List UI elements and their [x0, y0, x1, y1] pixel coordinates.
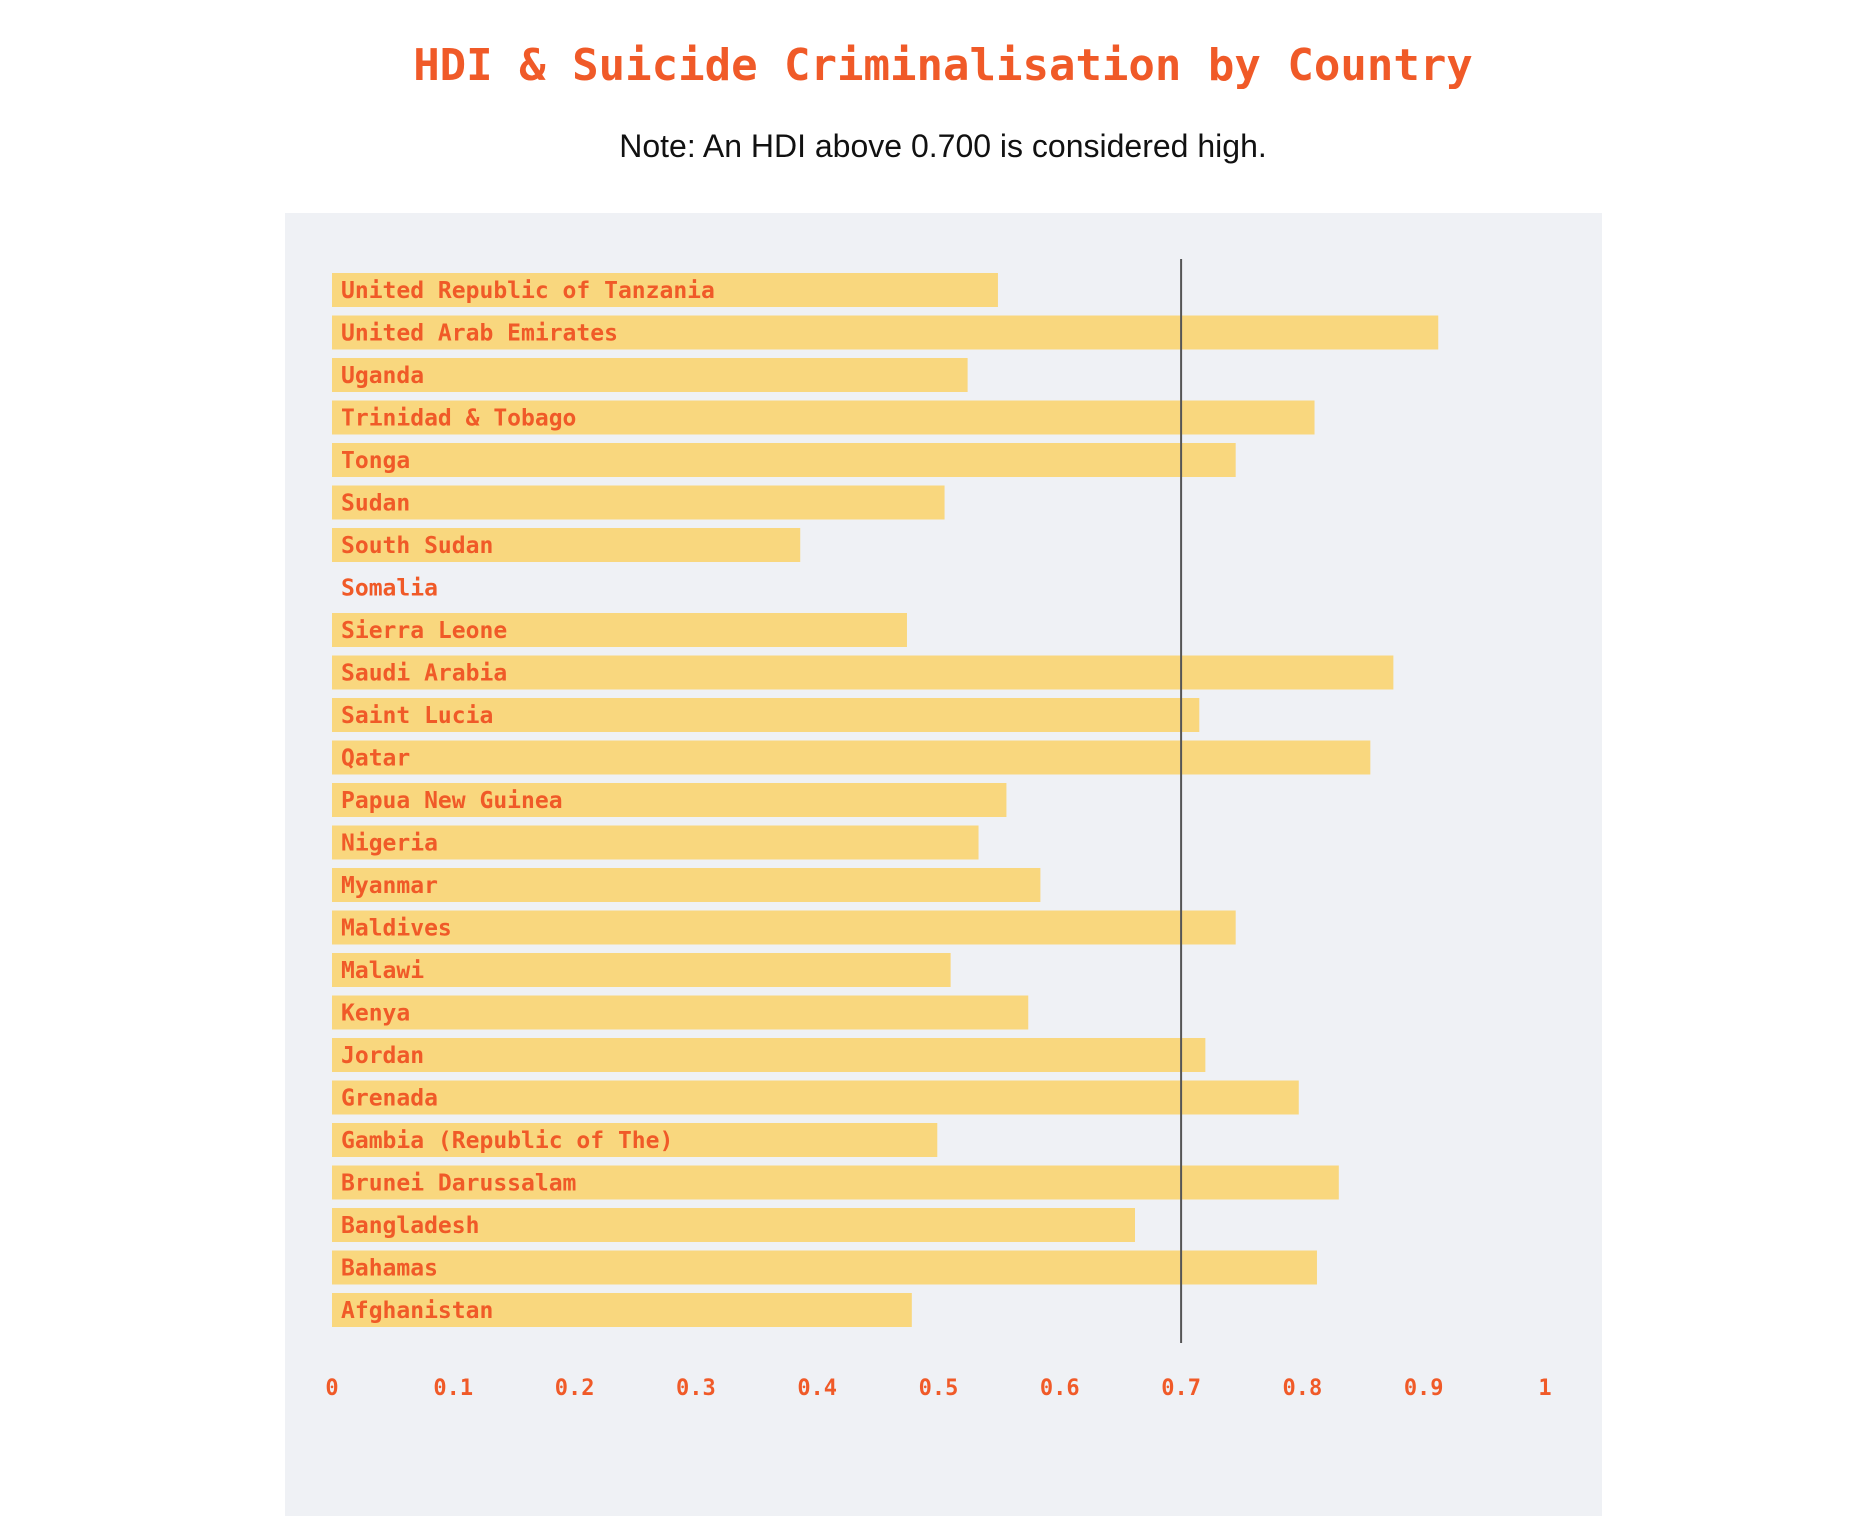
bar-uganda — [332, 358, 968, 392]
x-tick-label: 0 — [325, 1376, 338, 1401]
bar-saudi-arabia — [332, 655, 1394, 690]
bar-label-sierra-leone: Sierra Leone — [341, 618, 507, 644]
x-tick-label: 0.9 — [1404, 1376, 1444, 1401]
bar-jordan — [332, 1038, 1206, 1072]
bar-malawi — [332, 953, 951, 987]
bar-sierra-leone — [332, 613, 907, 647]
hdi-bar-chart: United Republic of Tanzania United Arab E… — [325, 259, 1552, 1401]
bar-trinidad-tobago — [332, 400, 1315, 435]
bar-label-sudan: Sudan — [341, 491, 410, 517]
bar-qatar — [332, 740, 1371, 775]
bar-grenada — [332, 1080, 1299, 1115]
bar-label-united-republic-of-tanzania: United Republic of Tanzania — [341, 278, 715, 304]
bar-papua-new-guinea — [332, 783, 1007, 817]
x-tick-label: 0.6 — [1040, 1376, 1080, 1401]
bar-bahamas — [332, 1250, 1317, 1285]
bar-label-brunei-darussalam: Brunei Darussalam — [341, 1171, 576, 1197]
bar-gambia-republic-of-the — [332, 1123, 938, 1157]
chart-subtitle: Note: An HDI above 0.700 is considered h… — [619, 128, 1267, 164]
x-tick-label: 0.4 — [797, 1376, 837, 1401]
bar-label-saint-lucia: Saint Lucia — [341, 703, 493, 729]
bar-sudan — [332, 485, 945, 520]
x-tick-label: 0.8 — [1283, 1376, 1323, 1401]
bar-label-grenada: Grenada — [341, 1086, 438, 1112]
bar-label-gambia-republic-of-the: Gambia (Republic of The) — [341, 1128, 673, 1154]
bar-label-south-sudan: South Sudan — [341, 533, 493, 559]
bar-label-uganda: Uganda — [341, 363, 424, 389]
bar-maldives — [332, 910, 1236, 945]
x-axis-ticks: 0 0.1 0.2 0.3 0.4 0.5 0.6 0.7 0.8 0.9 1 — [325, 1376, 1551, 1401]
bar-label-united-arab-emirates: United Arab Emirates — [341, 321, 618, 347]
bar-label-kenya: Kenya — [341, 1001, 410, 1027]
bar-united-arab-emirates — [332, 315, 1439, 350]
bar-united-republic-of-tanzania — [332, 273, 998, 307]
x-tick-label: 0.1 — [433, 1376, 473, 1401]
bar-label-qatar: Qatar — [341, 746, 410, 772]
bar-label-saudi-arabia: Saudi Arabia — [341, 661, 507, 687]
bar-label-papua-new-guinea: Papua New Guinea — [341, 788, 563, 814]
plot-panel: United Republic of Tanzania United Arab E… — [285, 213, 1602, 1516]
x-tick-label: 0.2 — [555, 1376, 595, 1401]
bar-label-tonga: Tonga — [341, 448, 410, 474]
x-tick-label: 1 — [1538, 1376, 1551, 1401]
bar-south-sudan — [332, 528, 801, 562]
bar-label-bahamas: Bahamas — [341, 1256, 438, 1282]
bars-layer — [332, 273, 1439, 1327]
bar-afghanistan — [332, 1293, 912, 1327]
bar-nigeria — [332, 825, 979, 860]
bar-label-somalia: Somalia — [341, 576, 438, 602]
bar-myanmar — [332, 868, 1041, 902]
bar-brunei-darussalam — [332, 1165, 1339, 1200]
x-tick-label: 0.7 — [1161, 1376, 1201, 1401]
bar-label-malawi: Malawi — [341, 958, 424, 984]
bar-label-nigeria: Nigeria — [341, 831, 438, 857]
bar-label-bangladesh: Bangladesh — [341, 1213, 479, 1239]
bar-label-afghanistan: Afghanistan — [341, 1298, 493, 1324]
bar-saint-lucia — [332, 698, 1200, 732]
bar-tonga — [332, 443, 1236, 477]
x-tick-label: 0.3 — [676, 1376, 716, 1401]
chart-title: HDI & Suicide Criminalisation by Country — [413, 40, 1473, 91]
bar-kenya — [332, 995, 1029, 1030]
bar-label-maldives: Maldives — [341, 916, 452, 942]
bar-labels-layer: United Republic of Tanzania United Arab E… — [341, 278, 715, 1324]
bar-label-jordan: Jordan — [341, 1043, 424, 1069]
bar-label-trinidad-tobago: Trinidad & Tobago — [341, 406, 576, 432]
bar-label-myanmar: Myanmar — [341, 873, 438, 899]
bar-bangladesh — [332, 1208, 1136, 1242]
x-tick-label: 0.5 — [919, 1376, 959, 1401]
